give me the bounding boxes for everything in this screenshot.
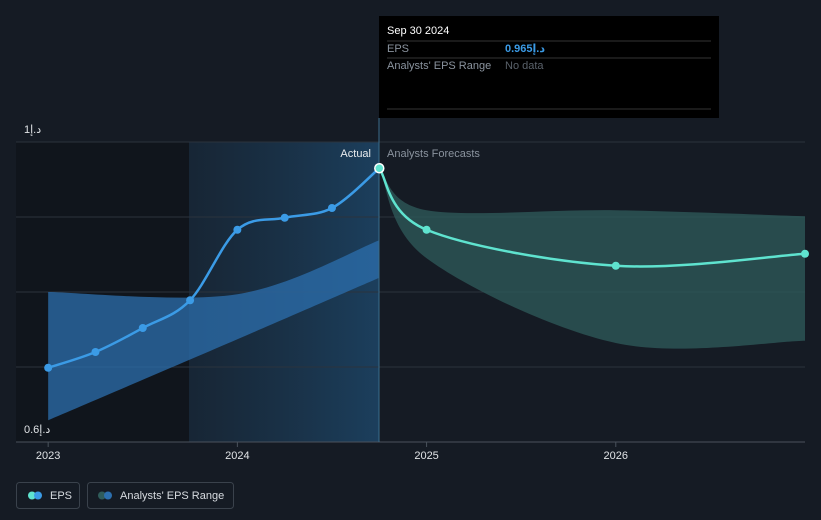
tooltip-label: Analysts' EPS Range bbox=[387, 60, 491, 72]
tooltip-date: Sep 30 2024 bbox=[387, 25, 449, 37]
legend-swatch bbox=[98, 491, 106, 500]
eps-point bbox=[138, 324, 147, 332]
y-tick-label: 0.6د.إ bbox=[24, 424, 50, 436]
y-tick-label: 1د.إ bbox=[24, 124, 41, 136]
x-tick-label: 2023 bbox=[36, 450, 60, 462]
eps-point bbox=[186, 296, 195, 305]
eps-point bbox=[374, 163, 385, 174]
eps-point bbox=[233, 225, 242, 234]
tooltip-value: 0.965د.إ bbox=[505, 43, 545, 55]
forecast-point bbox=[611, 261, 620, 270]
tooltip: Sep 30 2024 EPS 0.965د.إ Analysts' EPS R… bbox=[379, 16, 719, 118]
forecast-point bbox=[801, 249, 809, 258]
legend-swatch bbox=[104, 491, 112, 500]
legend-item[interactable] bbox=[16, 482, 80, 509]
legend-swatch bbox=[34, 491, 42, 500]
eps-point bbox=[280, 213, 289, 222]
tooltip-label: EPS bbox=[387, 43, 409, 55]
forecast-line bbox=[378, 167, 806, 268]
x-tick-label: 2025 bbox=[414, 450, 438, 462]
legend-label: EPS bbox=[50, 490, 72, 502]
eps-point bbox=[91, 348, 100, 356]
eps-line bbox=[47, 167, 381, 369]
tooltip-box bbox=[379, 16, 719, 118]
x-tick-label: 2024 bbox=[225, 450, 249, 462]
forecast-point bbox=[422, 225, 431, 234]
range-band bbox=[379, 168, 805, 349]
legend-swatch bbox=[28, 491, 36, 500]
legend: EPS Analysts' EPS Range bbox=[16, 482, 234, 509]
tooltip-value: No data bbox=[505, 60, 544, 72]
x-tick-label: 2026 bbox=[604, 450, 628, 462]
actual-label: Actual bbox=[340, 148, 371, 160]
legend-label: Analysts' EPS Range bbox=[120, 490, 224, 502]
forecast-label: Analysts Forecasts bbox=[387, 148, 480, 160]
range-band bbox=[48, 240, 380, 421]
eps-point bbox=[44, 363, 53, 372]
eps-point bbox=[327, 204, 336, 212]
legend-item[interactable] bbox=[87, 482, 234, 509]
